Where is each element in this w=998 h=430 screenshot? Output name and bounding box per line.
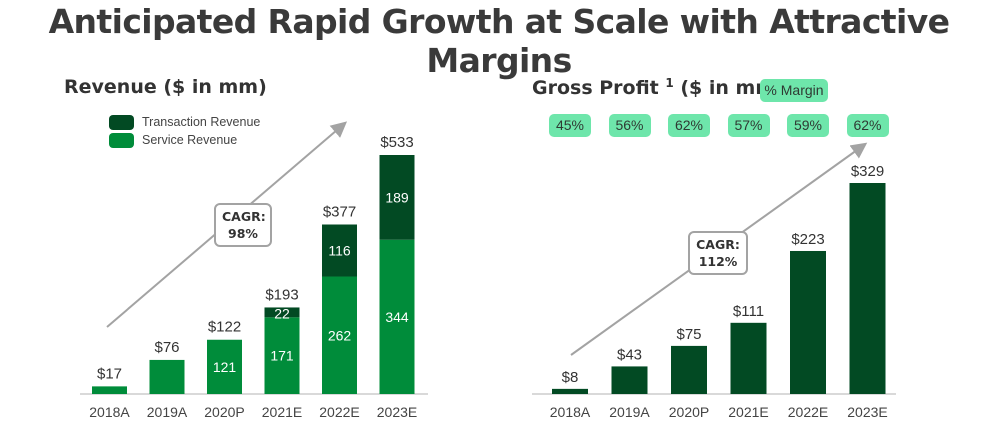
margin-badge-2018A: 45% (549, 114, 591, 137)
revenue-x-tick-2020P: 2020P (204, 404, 244, 420)
footnote-marker: 1 (665, 76, 674, 90)
gross-profit-x-tick-2023E: 2023E (847, 404, 887, 420)
revenue-x-tick-2018A: 2018A (89, 404, 130, 420)
gross-profit-value-label-2022E: $223 (791, 231, 824, 248)
revenue-total-label-2020P: $122 (208, 319, 241, 336)
gross-profit-value-label-2021E: $111 (733, 303, 764, 320)
gross-profit-x-tick-2018A: 2018A (550, 404, 591, 420)
gross-profit-title-suffix: ($ in mm) (680, 77, 784, 99)
revenue-bar-service-2021E (264, 317, 300, 394)
revenue-transaction-label-2021E: 22 (274, 305, 290, 321)
legend-item-transaction: Transaction Revenue (109, 113, 260, 131)
gross-profit-bar-2020P (671, 345, 707, 394)
revenue-transaction-label-2023E: 189 (385, 189, 409, 205)
revenue-total-label-2018A: $17 (97, 365, 122, 382)
revenue-bar-transaction-2022E (322, 224, 357, 277)
revenue-total-label-2023E: $533 (380, 134, 413, 151)
revenue-cagr-annotation: CAGR: 98% (214, 203, 272, 247)
gross-profit-cagr-label: CAGR: (696, 237, 740, 252)
page-title: Anticipated Rapid Growth at Scale with A… (48, 2, 950, 80)
margin-header-badge: % Margin (760, 79, 828, 102)
revenue-service-label-2020P: 121 (213, 359, 237, 375)
revenue-bar-service-2018A (92, 386, 127, 394)
revenue-cagr-value: 98% (228, 226, 258, 241)
legend-swatch-transaction (109, 114, 134, 130)
gross-profit-value-label-2018A: $8 (562, 369, 579, 386)
revenue-bar-service-2022E (322, 276, 357, 394)
gross-profit-bar-2023E (849, 183, 886, 394)
gross-profit-bar-2021E (730, 322, 767, 394)
margin-badge-2021E: 57% (727, 114, 770, 137)
gross-profit-cagr-value: 112% (698, 254, 738, 269)
gross-profit-bar-2022E (790, 250, 826, 394)
gross-profit-bar-2018A (552, 388, 588, 394)
gross-profit-cagr-annotation: CAGR: 112% (688, 231, 748, 275)
gross-profit-value-label-2020P: $75 (676, 326, 701, 343)
margin-badge-2022E: 59% (787, 114, 829, 137)
gross-profit-x-tick-2022E: 2022E (788, 404, 828, 420)
revenue-x-tick-2022E: 2022E (319, 404, 359, 420)
revenue-service-label-2023E: 344 (385, 309, 409, 325)
legend-label-transaction: Transaction Revenue (142, 115, 261, 129)
revenue-service-label-2021E: 171 (270, 348, 294, 364)
legend-item-service: Service Revenue (109, 131, 260, 149)
revenue-total-label-2021E: $193 (265, 286, 298, 303)
gross-profit-bar-2019A (611, 366, 648, 394)
gross-profit-title-text: Gross Profit (532, 77, 659, 99)
revenue-x-tick-2023E: 2023E (377, 404, 417, 420)
gross-profit-x-tick-2020P: 2020P (669, 404, 709, 420)
gross-profit-value-label-2023E: $329 (851, 163, 884, 180)
revenue-total-label-2022E: $377 (323, 204, 356, 221)
legend-swatch-service (109, 132, 134, 148)
revenue-legend: Transaction Revenue Service Revenue (109, 113, 260, 149)
gross-profit-x-tick-2021E: 2021E (728, 404, 768, 420)
revenue-service-label-2022E: 262 (328, 327, 352, 343)
revenue-bar-transaction-2023E (379, 155, 415, 240)
revenue-transaction-label-2022E: 116 (328, 243, 351, 259)
revenue-bar-service-2023E (379, 239, 415, 394)
margin-badge-2020P: 62% (668, 114, 710, 137)
legend-label-service: Service Revenue (142, 133, 238, 147)
revenue-bar-transaction-2021E (264, 307, 300, 318)
gross-profit-value-label-2019A: $43 (617, 346, 642, 363)
gross-profit-x-tick-2019A: 2019A (609, 404, 650, 420)
revenue-bar-service-2019A (149, 359, 185, 394)
revenue-x-tick-2021E: 2021E (262, 404, 302, 420)
gross-profit-chart-title: Gross Profit 1 ($ in mm) (532, 76, 784, 99)
revenue-total-label-2019A: $76 (154, 339, 179, 356)
margin-badge-2019A: 56% (608, 114, 651, 137)
revenue-chart-title: Revenue ($ in mm) (64, 76, 267, 98)
revenue-bar-service-2020P (207, 339, 242, 394)
revenue-cagr-label: CAGR: (222, 209, 266, 224)
margin-badge-2023E: 62% (846, 114, 889, 137)
revenue-x-tick-2019A: 2019A (147, 404, 188, 420)
